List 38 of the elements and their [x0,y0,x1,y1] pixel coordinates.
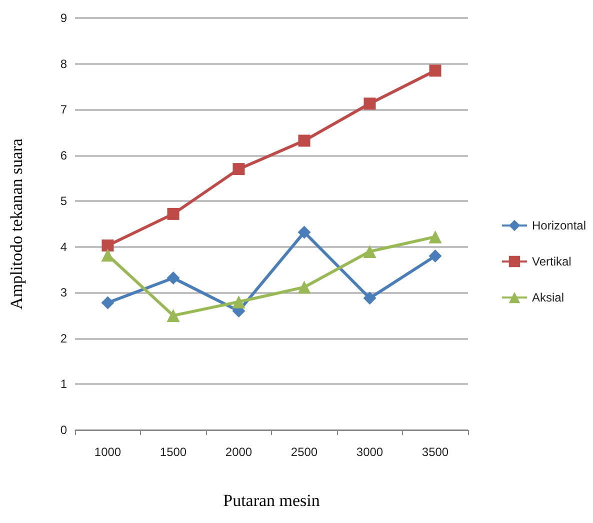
point [429,64,442,77]
x-tick-label: 2000 [225,445,252,459]
x-tick-label: 3500 [422,445,449,459]
point [428,250,442,263]
legend-label: Aksial [532,290,564,304]
point [232,295,246,308]
point [232,163,245,176]
y-tick-label: 9 [60,11,68,25]
point [363,292,376,305]
point [363,244,376,258]
point [102,240,114,252]
y-tick-label: 0 [60,423,68,437]
y-tick-label: 8 [60,56,68,71]
x-tick-label: 3000 [356,445,384,459]
point [364,98,376,110]
y-tick-label: 7 [60,102,68,117]
point [166,272,180,285]
x-tick-label: 1500 [160,445,187,459]
point [428,230,442,244]
point [298,280,311,294]
point [101,248,114,262]
point [298,134,310,147]
point [167,208,180,220]
y-tick-label: 3 [60,286,68,300]
point [166,309,180,322]
legend-label: Vertikal [532,254,572,268]
y-tick-label: 1 [60,377,68,392]
y-tick-label: 5 [60,194,68,208]
y-axis-title: Amplitodo tekanan suara [7,138,26,310]
x-tick-label: 1000 [94,445,122,459]
y-tick-label: 2 [60,331,68,346]
point [298,226,311,239]
point [101,296,114,310]
y-tick-label: 4 [60,240,68,254]
x-tick-label: 2500 [290,445,318,459]
y-tick-label: 6 [60,148,68,162]
x-axis-title: Putaran mesin [223,491,320,510]
legend-label: Horizontal [532,218,586,232]
